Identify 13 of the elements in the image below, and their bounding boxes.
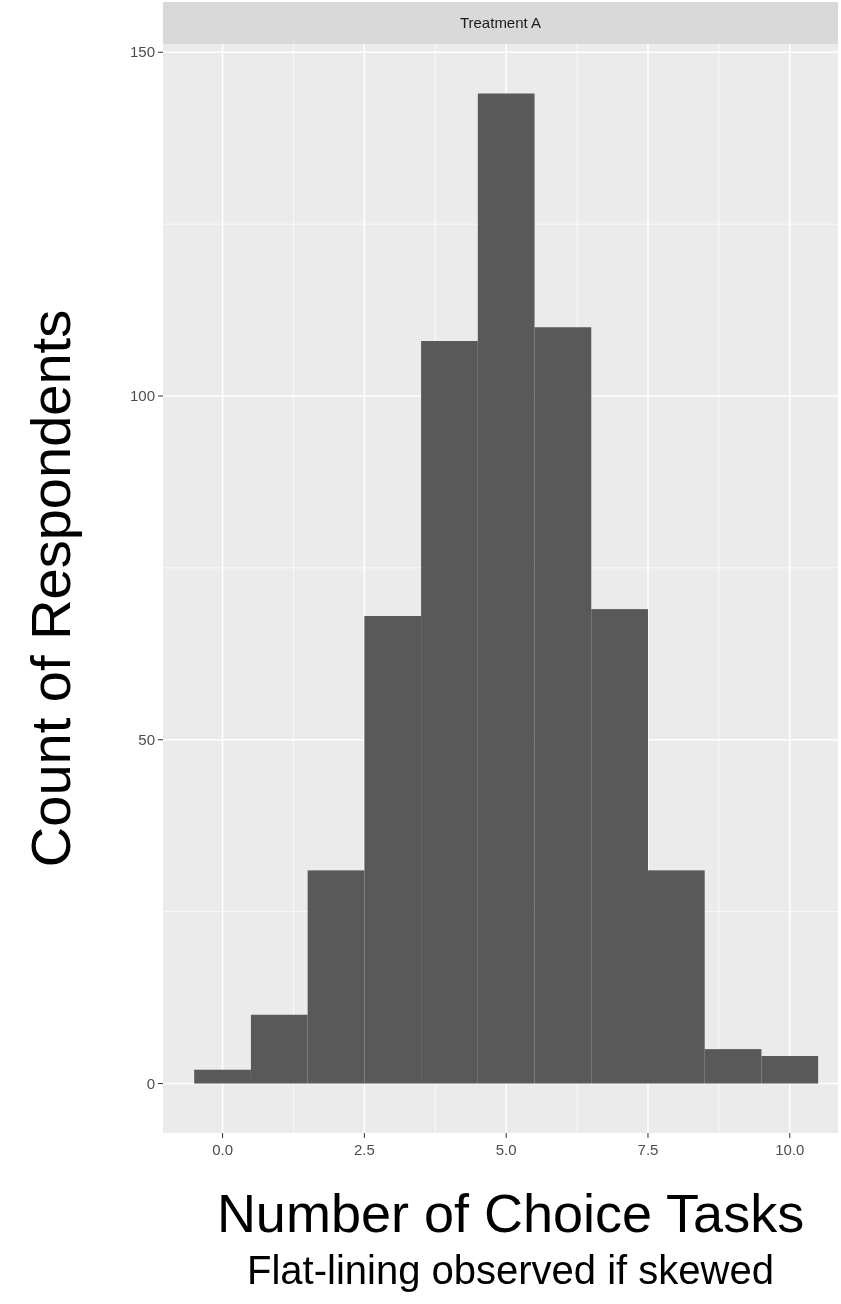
y-tick-label: 100 (129, 387, 155, 404)
y-tick-label: 0 (146, 1074, 155, 1092)
chart-title: Treatment A (459, 14, 542, 31)
text: Flat-lining observed if skewed (247, 1248, 774, 1292)
x-tick-label: 2.5 (353, 1141, 375, 1158)
y-tick-label: 50 (138, 730, 155, 748)
y-tick-label: 150 (129, 43, 155, 61)
x-tick-label: 7.5 (637, 1141, 659, 1158)
y-axis-title: Count of Respondents (19, 309, 82, 868)
x-tick-label: 0.0 (212, 1141, 233, 1158)
x-axis-title: Number of Choice Tasks (216, 1183, 805, 1243)
x-tick-label: 10.0 (775, 1141, 805, 1158)
x-tick-label: 5.0 (495, 1141, 517, 1158)
